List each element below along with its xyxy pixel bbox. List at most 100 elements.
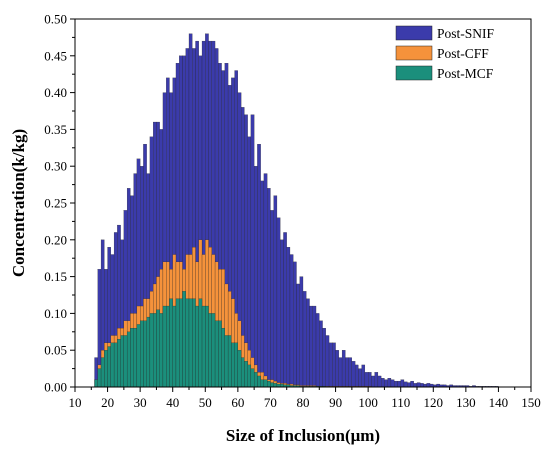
bar-post-mcf bbox=[98, 369, 101, 387]
bar-post-mcf bbox=[127, 332, 130, 387]
bar-post-snif bbox=[414, 383, 417, 387]
bar-post-snif bbox=[323, 328, 326, 387]
bar-post-snif bbox=[332, 343, 335, 387]
bar-post-snif bbox=[358, 369, 361, 387]
bar-post-snif bbox=[319, 321, 322, 387]
bar-post-mcf bbox=[235, 343, 238, 387]
x-tick-label: 110 bbox=[391, 395, 410, 410]
bar-post-mcf bbox=[153, 313, 156, 387]
bar-post-mcf bbox=[104, 350, 107, 387]
bar-post-mcf bbox=[251, 369, 254, 387]
legend-label-post-mcf: Post-MCF bbox=[437, 66, 494, 81]
bar-post-mcf bbox=[95, 380, 98, 387]
bar-post-snif bbox=[310, 306, 313, 387]
bars-layer bbox=[95, 34, 531, 387]
bar-post-mcf bbox=[140, 321, 143, 387]
bar-post-mcf bbox=[176, 299, 179, 387]
bar-post-snif bbox=[303, 291, 306, 387]
bar-post-mcf bbox=[156, 310, 159, 387]
bar-post-mcf bbox=[130, 328, 133, 387]
bar-post-snif bbox=[417, 383, 420, 387]
bar-post-mcf bbox=[114, 343, 117, 387]
bar-post-snif bbox=[296, 284, 299, 387]
bar-post-snif bbox=[381, 378, 384, 387]
bar-post-mcf bbox=[205, 306, 208, 387]
bar-post-mcf bbox=[228, 335, 231, 387]
bar-post-snif bbox=[280, 240, 283, 387]
bar-post-mcf bbox=[111, 343, 114, 387]
bar-post-mcf bbox=[196, 306, 199, 387]
y-tick-label: 0.20 bbox=[44, 232, 67, 247]
bar-post-mcf bbox=[254, 372, 257, 387]
y-tick-label: 0.30 bbox=[44, 159, 67, 174]
bar-post-snif bbox=[261, 181, 264, 387]
x-tick-label: 150 bbox=[521, 395, 541, 410]
bar-post-mcf bbox=[169, 299, 172, 387]
bar-post-mcf bbox=[267, 381, 270, 387]
bar-post-snif bbox=[339, 358, 342, 387]
bar-post-mcf bbox=[134, 328, 137, 387]
bar-post-mcf bbox=[238, 350, 241, 387]
bar-post-snif bbox=[270, 210, 273, 387]
y-tick-label: 0.25 bbox=[44, 196, 67, 211]
bar-post-mcf bbox=[199, 299, 202, 387]
x-axis-label: Size of Inclusion(μm) bbox=[226, 426, 380, 445]
bar-post-mcf bbox=[212, 313, 215, 387]
bar-post-snif bbox=[248, 137, 251, 387]
x-tick-label: 100 bbox=[358, 395, 378, 410]
bar-post-mcf bbox=[160, 313, 163, 387]
bar-post-mcf bbox=[137, 324, 140, 387]
bar-post-snif bbox=[420, 383, 423, 387]
bar-post-mcf bbox=[108, 347, 111, 387]
x-tick-label: 140 bbox=[489, 395, 509, 410]
bar-post-mcf bbox=[231, 343, 234, 387]
bar-post-snif bbox=[306, 299, 309, 387]
bar-post-mcf bbox=[215, 321, 218, 387]
x-tick-label: 50 bbox=[199, 395, 212, 410]
y-tick-label: 0.15 bbox=[44, 269, 67, 284]
bar-post-mcf bbox=[225, 335, 228, 387]
bar-post-mcf bbox=[147, 317, 150, 387]
bar-post-mcf bbox=[101, 358, 104, 387]
bar-post-snif bbox=[427, 383, 430, 387]
bar-post-snif bbox=[274, 196, 277, 387]
x-tick-label: 20 bbox=[101, 395, 114, 410]
legend-swatch-post-mcf bbox=[396, 66, 432, 80]
x-tick-label: 10 bbox=[69, 395, 82, 410]
bar-post-mcf bbox=[189, 299, 192, 387]
bar-post-mcf bbox=[218, 321, 221, 387]
y-axis-label: Concentration(k/kg) bbox=[9, 129, 28, 277]
bar-post-snif bbox=[267, 188, 270, 387]
bar-post-snif bbox=[287, 247, 290, 387]
bar-post-mcf bbox=[222, 328, 225, 387]
bar-post-snif bbox=[257, 144, 260, 387]
legend-label-post-cff: Post-CFF bbox=[437, 46, 489, 61]
x-tick-label: 40 bbox=[166, 395, 179, 410]
bar-post-snif bbox=[277, 218, 280, 387]
bar-post-snif bbox=[345, 358, 348, 387]
bar-post-snif bbox=[254, 166, 257, 387]
bar-post-mcf bbox=[117, 339, 120, 387]
bar-post-snif bbox=[326, 335, 329, 387]
bar-post-snif bbox=[397, 381, 400, 387]
bar-post-mcf bbox=[248, 365, 251, 387]
bar-post-mcf bbox=[179, 299, 182, 387]
x-tick-label: 70 bbox=[264, 395, 277, 410]
bar-post-mcf bbox=[166, 306, 169, 387]
y-tick-label: 0.50 bbox=[44, 12, 67, 27]
bar-post-snif bbox=[368, 372, 371, 387]
y-tick-label: 0.10 bbox=[44, 306, 67, 321]
bar-post-mcf bbox=[270, 383, 273, 387]
bar-post-mcf bbox=[241, 358, 244, 387]
x-tick-label: 90 bbox=[329, 395, 342, 410]
bar-post-snif bbox=[362, 365, 365, 387]
x-tick-label: 60 bbox=[231, 395, 244, 410]
bar-post-snif bbox=[349, 358, 352, 387]
bar-post-snif bbox=[293, 262, 296, 387]
bar-post-snif bbox=[283, 232, 286, 387]
bar-post-snif bbox=[378, 376, 381, 387]
bar-post-mcf bbox=[209, 313, 212, 387]
bar-post-snif bbox=[336, 350, 339, 387]
bar-post-snif bbox=[355, 365, 358, 387]
